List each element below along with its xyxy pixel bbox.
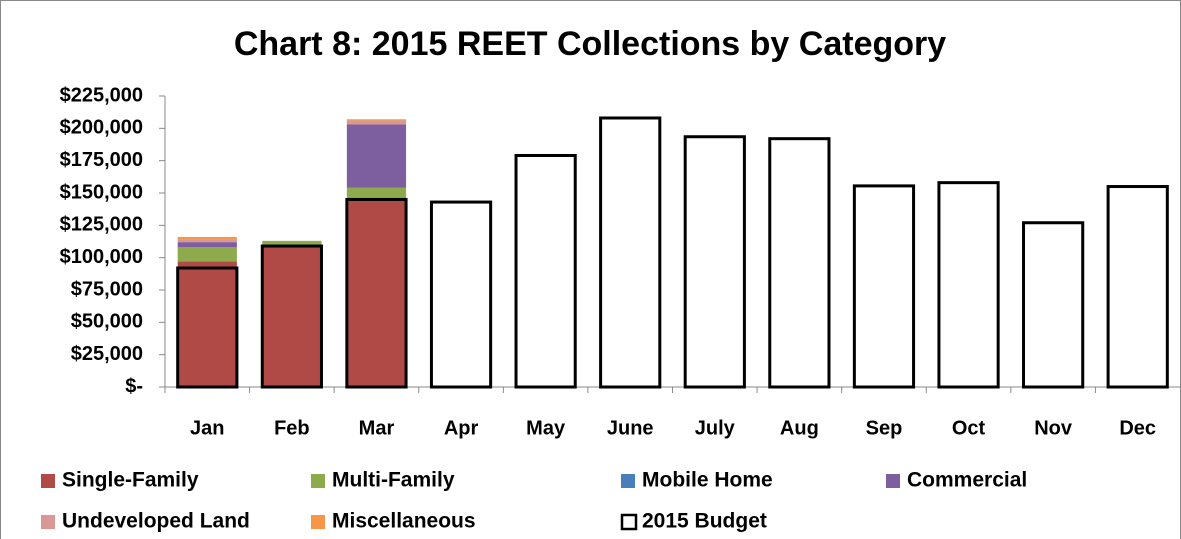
y-tick-label: $125,000 [60, 214, 143, 236]
bar-segment [177, 261, 237, 387]
legend-label: Commercial [907, 469, 1027, 492]
budget-bar [683, 135, 746, 389]
legend-swatch [311, 515, 325, 529]
budget-bar [260, 244, 323, 389]
legend-label: Single-Family [62, 469, 199, 492]
x-tick-label: Sep [866, 417, 903, 439]
legend-label: Miscellaneous [332, 510, 476, 533]
x-tick-label: Jan [190, 417, 224, 439]
legend-swatch [41, 515, 55, 529]
x-tick-label: Nov [1034, 417, 1073, 439]
legend-swatch [41, 474, 55, 488]
x-tick-label: June [607, 417, 654, 439]
y-tick-label: $75,000 [71, 278, 143, 300]
x-tick-label: Apr [444, 417, 479, 439]
legend-label: Undeveloped Land [62, 510, 250, 533]
bar-segment [346, 187, 407, 200]
y-tick-label: $225,000 [60, 84, 143, 106]
x-tick-label: July [695, 417, 736, 439]
bar-segment [262, 240, 322, 247]
x-tick-label: May [526, 417, 566, 439]
legend-swatch [620, 513, 638, 531]
legend-swatch [311, 474, 325, 488]
bar-segment [177, 236, 237, 240]
legend-label: Mobile Home [642, 469, 773, 492]
bar-segment [346, 124, 407, 188]
chart-title: Chart 8: 2015 REET Collections by Catego… [234, 25, 946, 63]
legend-swatch [886, 474, 900, 488]
budget-bar [852, 184, 916, 389]
x-tick-label: Aug [780, 417, 819, 439]
budget-bar [937, 181, 1000, 389]
budget-bar [514, 153, 577, 389]
budget-bar [768, 137, 831, 389]
bar-segment [177, 247, 237, 262]
x-tick-label: Mar [359, 417, 395, 439]
budget-bar [599, 116, 662, 389]
y-tick-label: $150,000 [60, 181, 143, 203]
y-tick-label: $100,000 [60, 246, 143, 268]
bar-segment [262, 246, 322, 387]
budget-bar [429, 200, 493, 389]
budget-bar [1106, 185, 1169, 389]
x-tick-label: Dec [1119, 417, 1156, 439]
x-tick-label: Oct [952, 417, 986, 439]
y-tick-label: $25,000 [71, 343, 143, 365]
bar-segment [346, 199, 407, 387]
x-tick-label: Feb [274, 417, 310, 439]
bar-segment [177, 242, 237, 248]
bar-segment [346, 119, 407, 121]
budget-bar [345, 197, 408, 389]
legend-swatch [621, 474, 635, 488]
budget-bar [176, 266, 239, 389]
bar-segment [346, 120, 407, 125]
y-tick-label: $175,000 [60, 149, 143, 171]
legend-label: 2015 Budget [642, 510, 767, 533]
y-tick-label: $200,000 [60, 117, 143, 139]
budget-bar [1022, 221, 1085, 389]
legend-label: Multi-Family [332, 469, 455, 492]
y-tick-label: $- [125, 375, 143, 397]
y-tick-label: $50,000 [71, 311, 143, 333]
bar-segment [177, 239, 237, 243]
